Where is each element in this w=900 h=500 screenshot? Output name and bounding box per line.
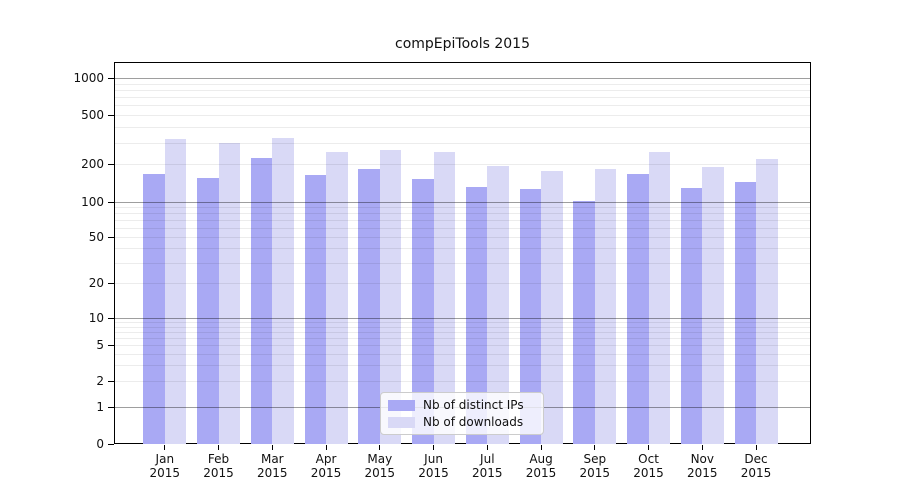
x-tick-label: Oct 2015 [633,452,664,480]
x-axis-tick [164,445,166,450]
bar-distinct-ips [734,182,757,444]
bar-distinct-ips [573,201,595,444]
x-axis-tick [486,445,488,450]
chart-title: compEpiTools 2015 [395,36,530,52]
x-axis-tick [433,445,435,450]
bar-downloads [326,151,348,444]
bar-distinct-ips [143,174,165,444]
x-axis-tick [379,445,381,450]
bar-downloads [756,158,778,444]
legend-label-downloads: Nb of downloads [423,415,524,429]
x-tick-label: Feb 2015 [203,452,234,480]
bar-distinct-ips [358,169,380,444]
legend-swatch-distinct-ips [388,399,415,411]
y-tick-label: 20 [88,276,104,291]
y-axis-tick [108,115,114,117]
x-tick-label: Mar 2015 [257,452,288,480]
y-tick-label: 10 [88,311,104,326]
bar-distinct-ips [250,158,273,444]
y-axis-tick [108,444,114,446]
x-tick-label: May 2015 [364,452,396,480]
x-tick-label: Apr 2015 [310,452,342,480]
y-axis-tick [108,283,114,285]
x-tick-label: Aug 2015 [525,452,557,480]
bar-distinct-ips [412,179,434,444]
x-tick-label: Jul 2015 [472,452,503,480]
x-axis-tick [218,445,220,450]
bar-distinct-ips [519,189,542,444]
y-axis-tick [108,345,114,347]
x-axis-tick [755,445,757,450]
bar-downloads [594,168,617,444]
bar-downloads [272,137,294,444]
x-axis-tick [271,445,273,450]
legend-item: Nb of downloads [388,415,536,429]
bar-downloads [702,166,724,444]
x-axis-tick [701,445,703,450]
x-axis-tick [594,445,596,450]
bar-downloads [487,165,509,444]
bar-downloads [379,150,402,444]
bar-distinct-ips [304,175,327,444]
y-axis-tick [108,380,114,382]
y-tick-label: 5 [96,338,104,353]
x-tick-label: Dec 2015 [740,452,772,480]
x-axis-tick [325,445,327,450]
y-tick-label: 1000 [73,71,104,85]
y-axis-tick [108,201,114,203]
y-tick-label: 1 [96,400,104,415]
x-axis-tick [648,445,650,450]
x-tick-label: Nov 2015 [687,452,718,480]
legend-item: Nb of distinct IPs [388,398,536,412]
y-tick-label: 50 [88,229,104,244]
x-tick-label: Jun 2015 [418,452,449,480]
x-tick-label: Jan 2015 [149,452,181,480]
legend-label-distinct-ips: Nb of distinct IPs [423,398,524,412]
bar-distinct-ips [465,186,488,444]
y-axis-tick [108,407,114,409]
legend: Nb of distinct IPs Nb of downloads [380,392,544,435]
y-tick-label: 2 [96,373,104,388]
bar-downloads [541,171,563,444]
x-axis-tick [540,445,542,450]
y-tick-label: 0 [96,437,104,452]
x-tick-label: Sep 2015 [579,452,611,480]
y-tick-label: 200 [81,157,104,172]
bar-downloads [433,152,456,444]
bar-downloads [648,151,671,444]
y-axis-tick [108,164,114,166]
bar-distinct-ips [680,188,703,444]
legend-swatch-downloads [388,416,415,428]
bar-distinct-ips [197,177,219,444]
y-axis-tick [108,318,114,320]
y-axis-tick [108,236,114,238]
y-axis-tick [108,78,114,79]
bar-downloads [218,143,241,444]
y-tick-label: 100 [81,194,104,209]
y-tick-label: 500 [81,108,104,123]
bar-distinct-ips [627,174,649,444]
bar-downloads [164,138,187,444]
